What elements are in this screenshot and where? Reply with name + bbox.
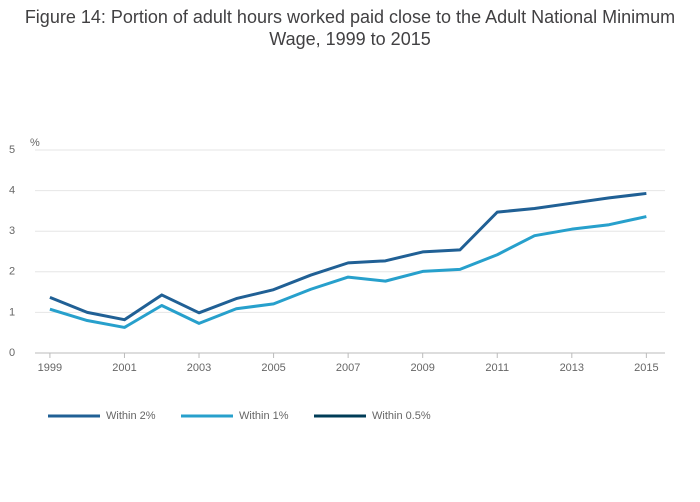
chart-title: Figure 14: Portion of adult hours worked… (24, 7, 676, 49)
x-tick-label: 2011 (485, 362, 509, 374)
series-line (49, 215, 647, 329)
y-tick-label: 2 (9, 266, 15, 278)
y-axis-label: % (30, 137, 40, 149)
x-tick-label: 2009 (410, 362, 434, 374)
legend-label: Within 0.5% (372, 410, 431, 422)
x-tick-label: 1999 (38, 362, 62, 374)
x-tick-label: 2005 (261, 362, 285, 374)
series-line (49, 191, 647, 322)
x-tick-label: 2001 (112, 362, 136, 374)
y-tick-label: 5 (9, 144, 15, 156)
y-tick-label: 0 (9, 347, 15, 359)
x-tick-label: 2015 (634, 362, 658, 374)
x-tick-label: 2003 (187, 362, 211, 374)
y-tick-label: 3 (9, 225, 15, 237)
x-tick-label: 2007 (336, 362, 360, 374)
legend-label: Within 1% (239, 410, 289, 422)
x-tick-label: 2013 (560, 362, 584, 374)
y-tick-label: 1 (9, 306, 15, 318)
y-tick-label: 4 (9, 185, 15, 197)
legend-label: Within 2% (106, 410, 156, 422)
